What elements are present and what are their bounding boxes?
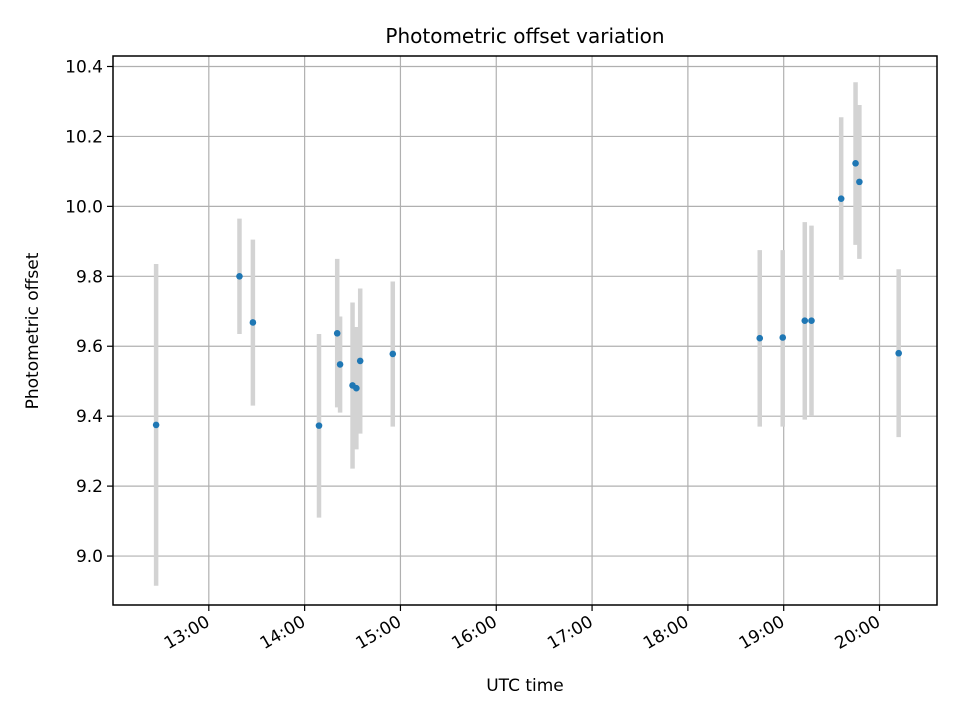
data-point: [895, 349, 902, 357]
data-point: [333, 329, 341, 337]
data-point: [852, 160, 859, 167]
y-gridlines: [113, 65, 937, 557]
x-gridlines: [208, 56, 881, 605]
data-point: [353, 384, 360, 392]
y-axis-ticks: 9.0 9.2 9.4 9.6 9.8 10.0 10.2 10.4: [65, 57, 113, 567]
y-tick-label: 10.0: [65, 197, 103, 217]
y-tick-label: 9.4: [76, 407, 103, 427]
data-point: [356, 357, 364, 365]
data-point: [236, 272, 243, 280]
y-tick-label: 10.2: [65, 127, 103, 147]
plot-frame: [112, 55, 938, 606]
data-point: [837, 195, 845, 202]
y-tick-label: 9.0: [76, 547, 103, 567]
data-point: [152, 421, 160, 429]
data-point: [249, 319, 257, 326]
data-point: [756, 334, 764, 342]
data-point: [856, 178, 863, 186]
data-point: [315, 422, 323, 429]
y-tick-label: 9.2: [76, 477, 103, 497]
data-point: [779, 334, 787, 341]
data-point: [336, 361, 344, 368]
y-axis-label: Photometric offset: [23, 252, 43, 409]
data-point: [801, 317, 809, 325]
data-point: [808, 317, 815, 325]
data-point: [389, 350, 397, 358]
y-tick-label: 10.4: [65, 57, 103, 77]
data-points: [152, 160, 902, 429]
chart-title: Photometric offset variation: [385, 24, 664, 48]
y-tick-label: 9.8: [76, 267, 103, 287]
y-tick-label: 9.6: [76, 337, 103, 357]
x-axis-label: UTC time: [486, 676, 564, 696]
